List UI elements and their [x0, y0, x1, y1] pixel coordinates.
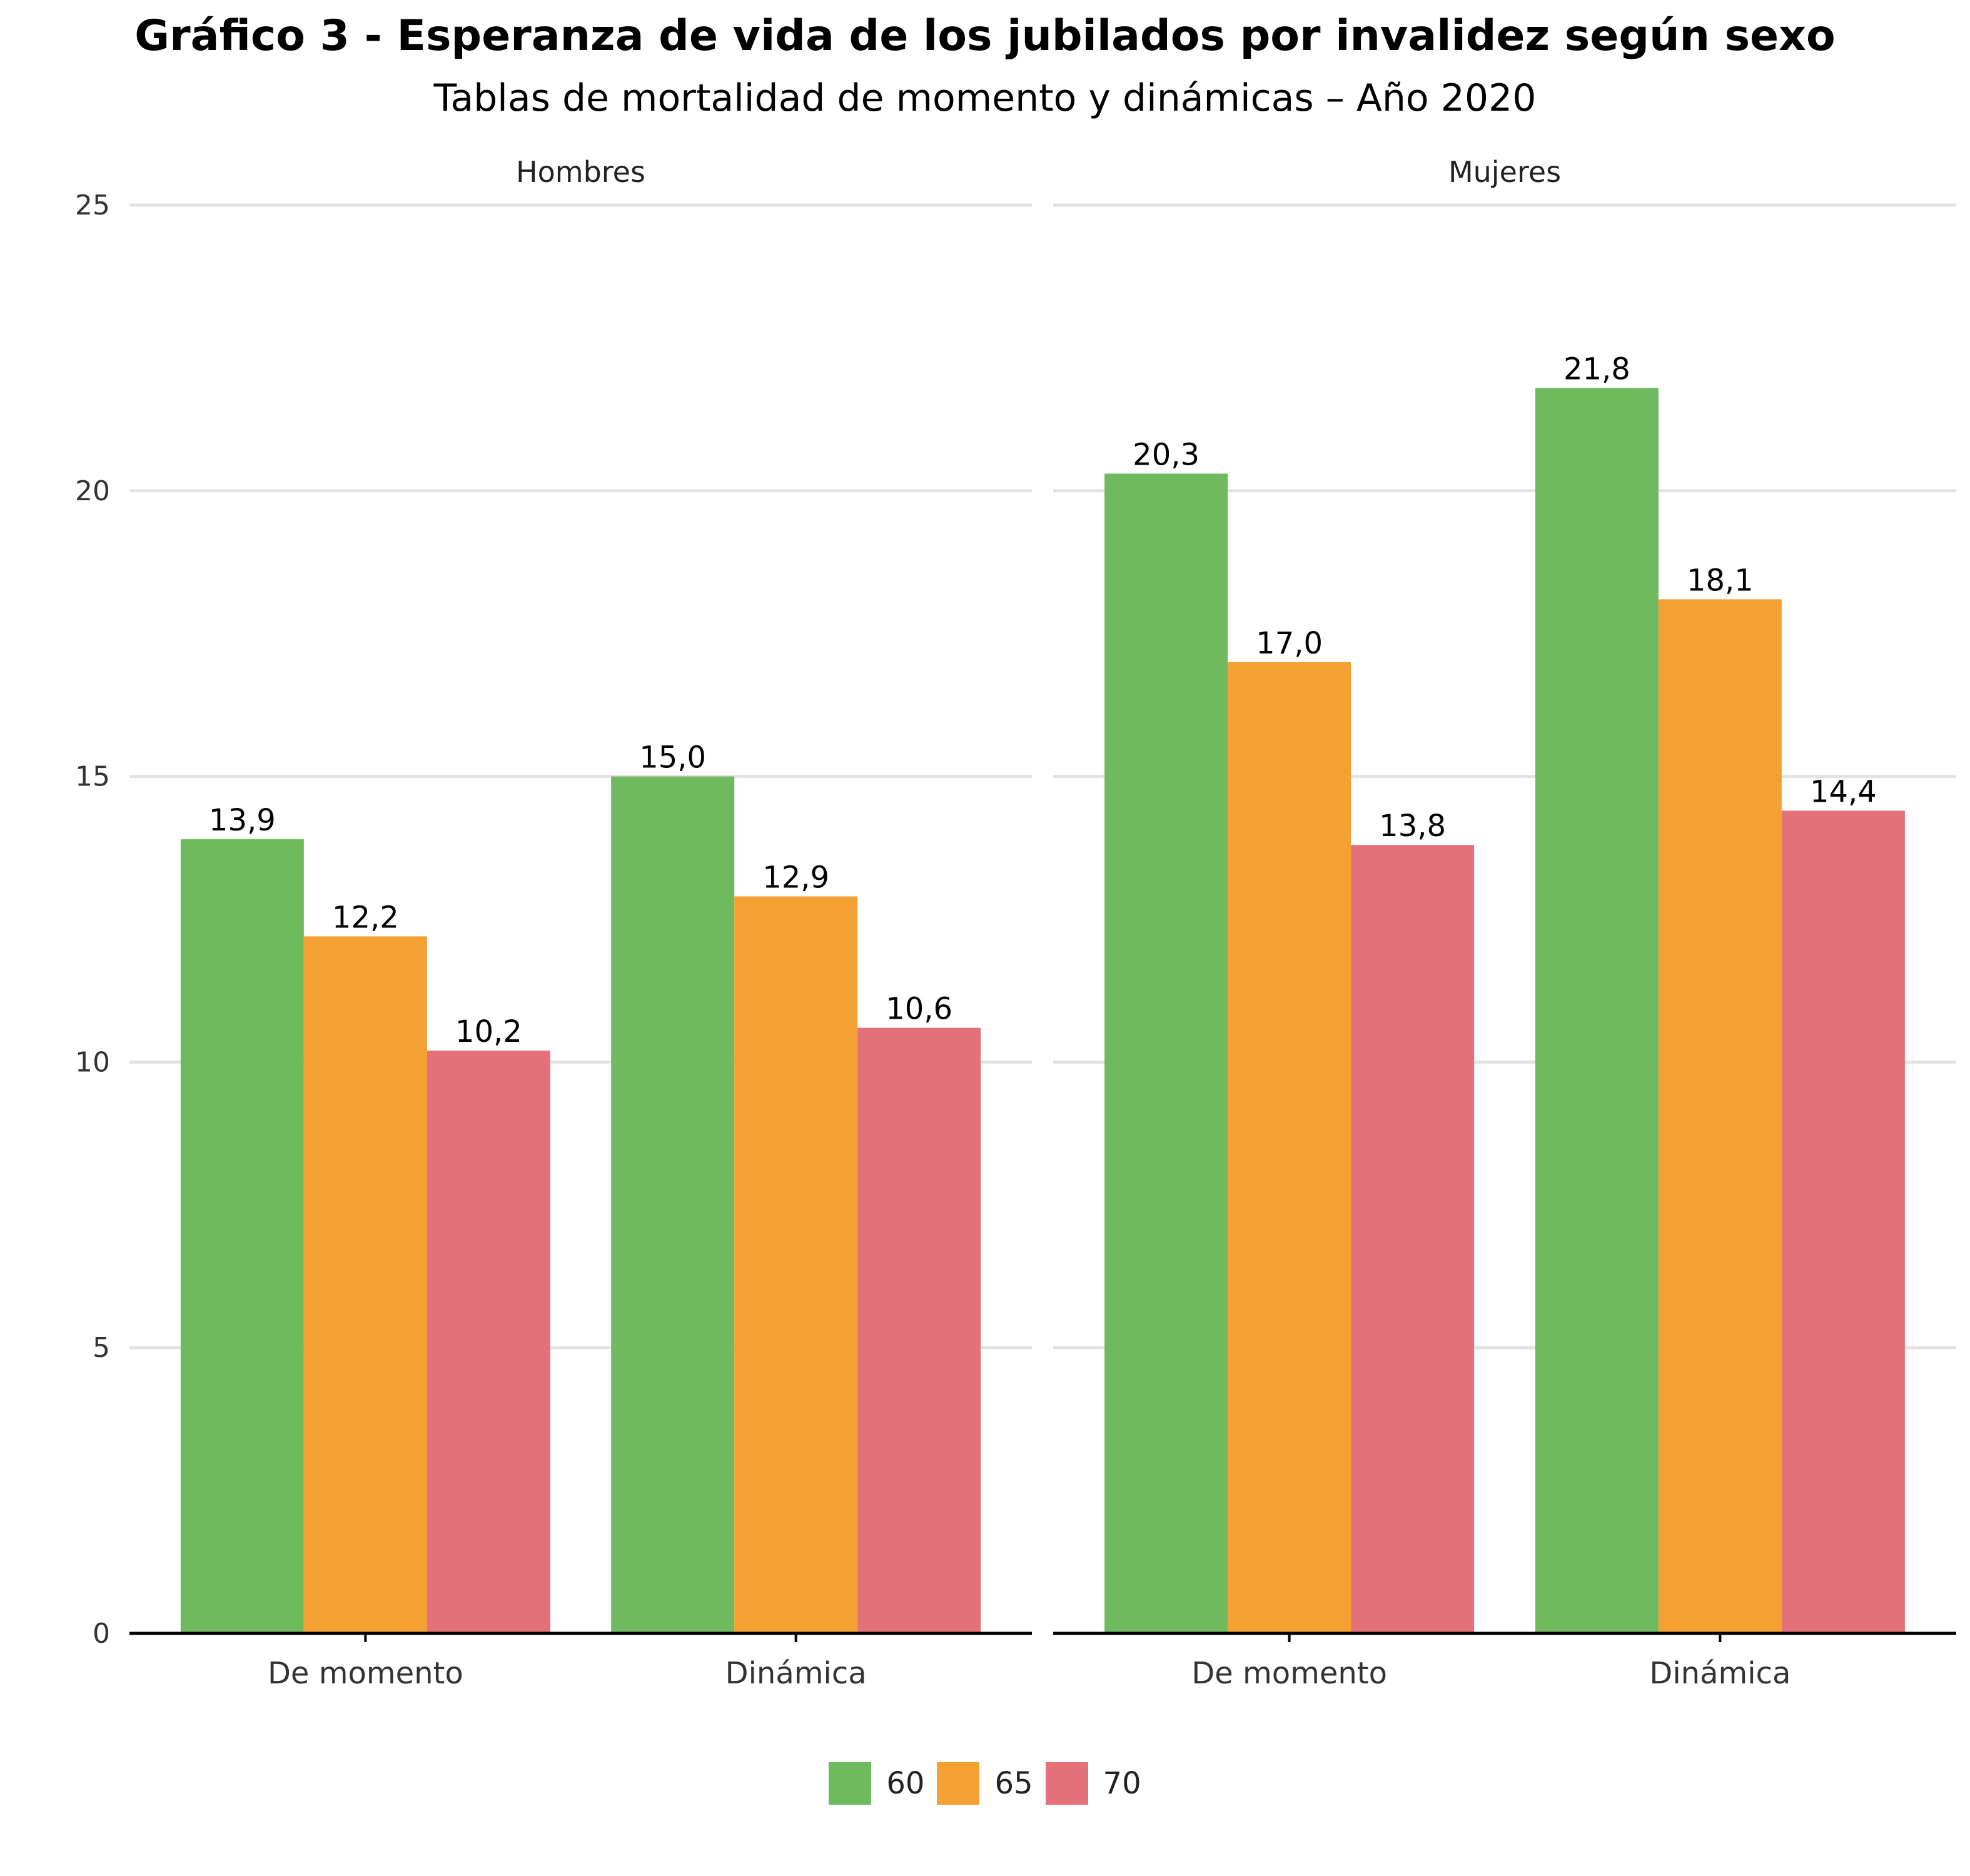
bar: [857, 1027, 981, 1633]
y-tick-label: 5: [93, 1332, 110, 1364]
x-tick-label: Dinámica: [1649, 1656, 1791, 1691]
data-label: 17,0: [1256, 626, 1323, 661]
data-label: 20,3: [1133, 437, 1200, 472]
legend-swatch: [1045, 1762, 1088, 1805]
bar: [1228, 662, 1351, 1633]
legend-swatch: [937, 1762, 980, 1805]
legend-label: 60: [886, 1766, 925, 1801]
data-label: 12,2: [332, 900, 399, 935]
data-label: 14,4: [1810, 774, 1877, 809]
legend-item: 60: [829, 1762, 924, 1805]
bar: [1781, 810, 1905, 1633]
data-label: 18,1: [1687, 563, 1754, 598]
data-label: 13,9: [209, 803, 276, 838]
data-label: 12,9: [762, 860, 829, 895]
bar: [734, 896, 858, 1633]
x-tick-label: De momento: [268, 1656, 463, 1691]
bar: [1351, 845, 1475, 1633]
bar: [1658, 599, 1782, 1633]
legend-swatch: [829, 1762, 872, 1805]
panel-title: Mujeres: [1448, 155, 1561, 189]
chart-subtitle: Tablas de mortalidad de momento y dinámi…: [433, 76, 1537, 120]
bar: [611, 776, 735, 1633]
legend: 60 65 70: [0, 1762, 1970, 1805]
legend-label: 65: [994, 1766, 1033, 1801]
bar: [427, 1051, 550, 1633]
y-tick-label: 0: [93, 1618, 110, 1650]
data-label: 10,2: [455, 1014, 522, 1049]
bar-chart: 0 5 10 15 20 25 Hombres 13,9 12,2 10,2 De momento 1…: [75, 155, 1956, 1691]
data-label: 21,8: [1563, 351, 1630, 386]
bar: [180, 839, 304, 1633]
legend-label: 70: [1103, 1766, 1141, 1801]
x-tick-label: Dinámica: [725, 1656, 867, 1691]
legend-item: 70: [1045, 1762, 1141, 1805]
data-label: 10,6: [886, 992, 952, 1027]
y-tick-label: 20: [75, 475, 110, 507]
y-tick-label: 25: [75, 189, 110, 221]
y-tick-label: 10: [75, 1046, 110, 1078]
bar: [1104, 473, 1228, 1633]
bar: [1535, 388, 1659, 1633]
chart-title: Gráfico 3 - Esperanza de vida de los jub…: [134, 11, 1836, 61]
data-label: 15,0: [639, 740, 706, 775]
y-tick-label: 15: [75, 761, 110, 793]
x-tick-label: De momento: [1191, 1656, 1387, 1691]
legend-item: 65: [937, 1762, 1033, 1805]
bar: [303, 936, 427, 1633]
panel-title: Hombres: [516, 155, 645, 189]
data-label: 13,8: [1379, 809, 1446, 844]
